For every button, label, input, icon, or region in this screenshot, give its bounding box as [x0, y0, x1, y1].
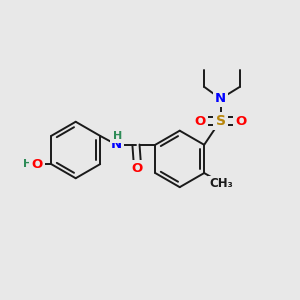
Text: S: S [215, 114, 226, 128]
Text: N: N [215, 92, 226, 105]
Text: CH₃: CH₃ [209, 177, 233, 190]
Text: N: N [111, 138, 122, 151]
Text: H: H [23, 159, 33, 169]
Text: O: O [31, 158, 43, 171]
Text: H: H [113, 131, 122, 142]
Text: O: O [194, 115, 206, 128]
Text: O: O [132, 162, 143, 175]
Text: O: O [236, 115, 247, 128]
